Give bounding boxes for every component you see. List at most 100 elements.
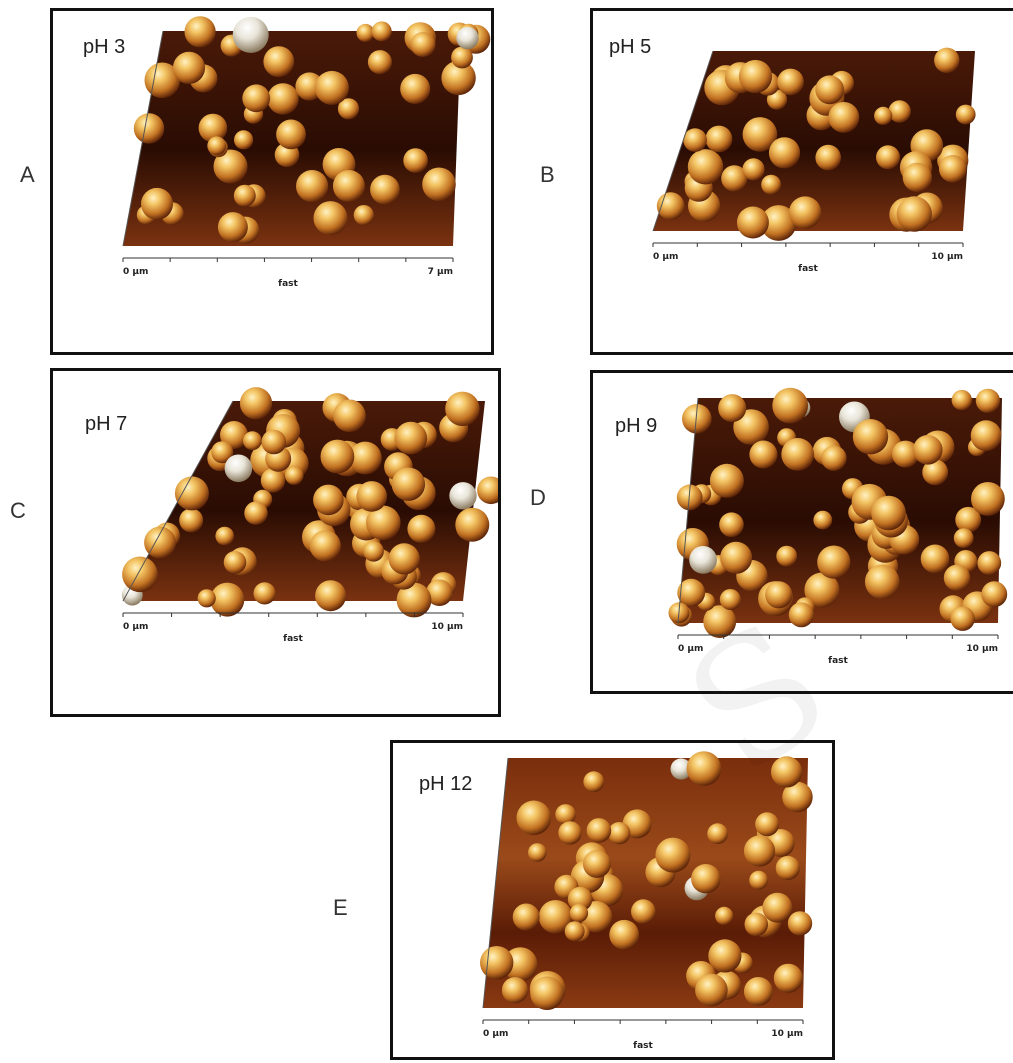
particle bbox=[864, 564, 900, 600]
particle bbox=[371, 21, 392, 42]
particle bbox=[689, 546, 717, 574]
particle bbox=[755, 812, 780, 837]
particle bbox=[403, 148, 428, 173]
particle bbox=[852, 419, 889, 455]
particle bbox=[396, 582, 432, 618]
particle bbox=[172, 51, 206, 84]
axis-start-label: 0 µm bbox=[483, 1029, 508, 1039]
particle bbox=[455, 507, 490, 542]
particle bbox=[233, 184, 256, 207]
particle bbox=[776, 545, 798, 567]
afm-panel-ph5: 0 µm fast 10 µm pH 5 bbox=[590, 8, 1013, 355]
axis-start-label: 0 µm bbox=[123, 622, 148, 632]
particle bbox=[775, 855, 800, 881]
particle bbox=[410, 32, 436, 57]
particle bbox=[955, 506, 982, 533]
particle bbox=[772, 387, 809, 424]
particle bbox=[981, 581, 1008, 608]
particle bbox=[609, 919, 640, 950]
z-axis-line bbox=[122, 30, 164, 247]
particle bbox=[141, 187, 173, 220]
particle bbox=[538, 900, 573, 934]
particle bbox=[677, 578, 706, 607]
axis-end-label: 10 µm bbox=[966, 644, 998, 654]
particle bbox=[333, 399, 366, 433]
particle bbox=[691, 864, 721, 894]
particle bbox=[655, 837, 691, 873]
particle bbox=[761, 174, 781, 195]
afm-3d-image: 0 µm fast 7 µm bbox=[122, 16, 491, 289]
particle bbox=[480, 946, 514, 980]
afm-3d-image: 0 µm fast 10 µm bbox=[480, 751, 813, 1051]
particle bbox=[828, 102, 860, 133]
particle bbox=[934, 47, 960, 73]
particle bbox=[955, 104, 976, 125]
particle bbox=[253, 582, 276, 605]
axis-start-label: 0 µm bbox=[653, 252, 678, 262]
afm-panel-ph9: 0 µm fast 10 µm pH 9 bbox=[590, 370, 1013, 694]
particle bbox=[953, 528, 974, 548]
particle bbox=[777, 68, 804, 96]
particle bbox=[407, 514, 436, 543]
particle bbox=[707, 823, 728, 845]
particle bbox=[449, 482, 477, 510]
ph-label: pH 12 bbox=[419, 773, 473, 795]
particle bbox=[719, 589, 741, 610]
particle bbox=[220, 421, 248, 449]
particle bbox=[337, 98, 360, 120]
afm-3d-image: 0 µm fast 10 µm bbox=[668, 387, 1008, 666]
particle bbox=[555, 804, 576, 825]
particle bbox=[804, 572, 840, 608]
particle bbox=[400, 73, 431, 104]
particle bbox=[815, 75, 845, 105]
particle bbox=[676, 484, 703, 511]
particle bbox=[244, 501, 268, 525]
particle bbox=[733, 409, 769, 445]
particle bbox=[174, 476, 209, 511]
axis-fast-label: fast bbox=[278, 279, 298, 289]
particle bbox=[217, 212, 248, 243]
particle bbox=[683, 128, 707, 152]
particle bbox=[771, 756, 803, 788]
particle bbox=[528, 843, 547, 862]
particle bbox=[210, 582, 245, 617]
particle bbox=[608, 822, 631, 845]
particle bbox=[198, 113, 228, 143]
particle bbox=[787, 911, 813, 936]
particle bbox=[234, 130, 254, 150]
particle bbox=[179, 508, 204, 533]
particle bbox=[567, 886, 593, 912]
particle-cluster bbox=[480, 751, 813, 1010]
panel-letter-e: E bbox=[333, 895, 348, 920]
particle bbox=[263, 46, 295, 77]
particle bbox=[315, 580, 347, 612]
particle bbox=[451, 46, 473, 69]
particle bbox=[874, 106, 893, 125]
particle bbox=[426, 579, 453, 606]
particle bbox=[773, 963, 803, 993]
particle bbox=[356, 23, 375, 42]
particle bbox=[366, 505, 401, 541]
particle bbox=[582, 849, 611, 878]
axis-end-label: 10 µm bbox=[431, 622, 463, 632]
particle bbox=[314, 70, 349, 105]
ph-label: pH 3 bbox=[83, 36, 126, 58]
particle bbox=[363, 541, 384, 562]
particle bbox=[922, 459, 949, 486]
particle bbox=[516, 800, 552, 836]
particle bbox=[260, 468, 286, 493]
particle bbox=[749, 440, 778, 469]
axis-fast-label: fast bbox=[828, 656, 848, 666]
particle bbox=[133, 113, 165, 144]
particle bbox=[370, 174, 400, 205]
particle bbox=[224, 454, 253, 483]
axis-end-label: 7 µm bbox=[428, 267, 453, 277]
particle bbox=[501, 977, 529, 1004]
particle bbox=[743, 835, 776, 867]
particle bbox=[703, 605, 737, 638]
afm-3d-image: 0 µm fast 10 µm bbox=[121, 387, 498, 644]
particle bbox=[768, 137, 801, 169]
afm-3d-image: 0 µm fast 10 µm bbox=[652, 47, 976, 274]
particle bbox=[586, 818, 612, 843]
particle bbox=[213, 149, 248, 184]
